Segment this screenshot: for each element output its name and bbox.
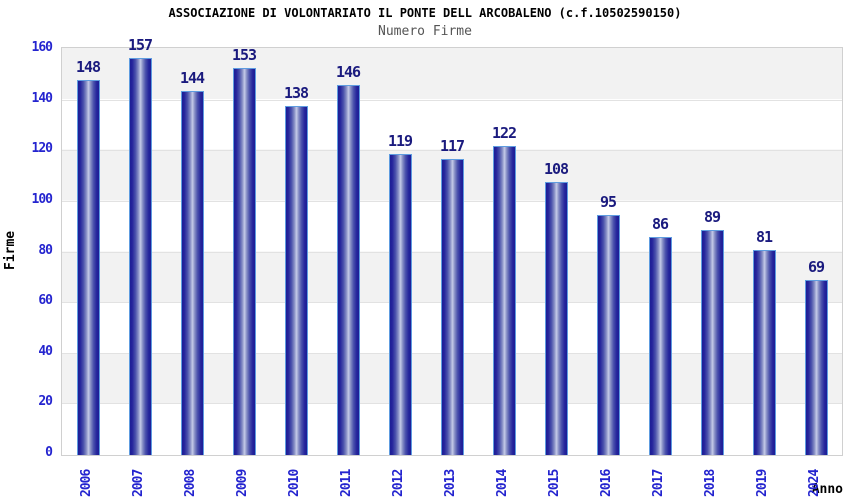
- bar-value-2008: 144: [179, 68, 205, 87]
- xtick-label-2013: 2013: [443, 469, 458, 497]
- bar-2009: [232, 67, 256, 455]
- x-axis-title: Anno: [811, 482, 843, 497]
- bar-2013: [440, 158, 464, 455]
- bar-2018: [700, 229, 724, 455]
- bar-value-2019: 81: [755, 227, 773, 246]
- chart-title: ASSOCIAZIONE DI VOLONTARIATO IL PONTE DE…: [168, 6, 682, 20]
- bar-2017: [648, 237, 672, 455]
- bar-value-2010: 138: [283, 83, 309, 102]
- xtick-label-2010: 2010: [287, 469, 302, 497]
- bar-2015: [544, 181, 568, 455]
- xtick-label-2009: 2009: [235, 469, 250, 497]
- bar-value-2011: 146: [335, 63, 361, 82]
- chart-subtitle: Numero Firme: [378, 24, 472, 39]
- plot-area: 148 157 144 153 138 146 119 117 122 108 95 86 89 81 69: [61, 36, 843, 456]
- bar-value-2016: 95: [599, 192, 617, 211]
- bar-2010: [284, 105, 308, 455]
- ytick-label-140: 140: [31, 90, 53, 106]
- bar-value-2009: 153: [231, 45, 257, 64]
- bar-2006: [76, 80, 100, 455]
- bar-value-2014: 122: [491, 124, 517, 143]
- bar-value-2006: 148: [75, 58, 101, 77]
- bar-2007: [128, 57, 152, 455]
- xtick-label-2006: 2006: [79, 469, 94, 497]
- bar-2019: [752, 249, 776, 455]
- bar-2012: [388, 153, 412, 455]
- xtick-label-2019: 2019: [755, 469, 770, 497]
- xtick-label-2015: 2015: [547, 469, 562, 497]
- ytick-label-160: 160: [31, 40, 53, 55]
- bar-value-2017: 86: [651, 215, 669, 234]
- bar-value-2018: 89: [703, 207, 721, 226]
- ytick-label-0: 0: [45, 445, 53, 460]
- bar-2014: [492, 146, 516, 455]
- gridline-120: [62, 150, 842, 152]
- xtick-label-2024: 2024: [807, 469, 822, 497]
- bar-value-2015: 108: [543, 159, 569, 178]
- ytick-label-100: 100: [31, 191, 53, 207]
- ytick-label-120: 120: [31, 141, 53, 157]
- bar-2024: [804, 280, 828, 455]
- bar-2008: [180, 90, 204, 455]
- xtick-label-2018: 2018: [703, 469, 718, 497]
- bar-2016: [596, 214, 620, 455]
- bar-value-2012: 119: [387, 131, 413, 150]
- bar-value-2013: 117: [439, 136, 465, 155]
- xtick-label-2012: 2012: [391, 469, 406, 497]
- ytick-label-60: 60: [38, 293, 53, 309]
- xtick-label-2007: 2007: [131, 469, 146, 497]
- xtick-label-2011: 2011: [339, 469, 354, 497]
- bar-value-2007: 157: [127, 35, 153, 54]
- gridline-140: [62, 99, 842, 101]
- xtick-label-2008: 2008: [183, 469, 198, 497]
- ytick-label-40: 40: [38, 343, 53, 359]
- xtick-label-2017: 2017: [651, 469, 666, 497]
- ytick-label-80: 80: [38, 242, 53, 258]
- bar-value-2024: 69: [807, 258, 825, 277]
- xtick-label-2014: 2014: [495, 469, 510, 497]
- ytick-label-20: 20: [38, 394, 53, 410]
- bar-2011: [336, 85, 360, 455]
- xtick-label-2016: 2016: [599, 469, 614, 497]
